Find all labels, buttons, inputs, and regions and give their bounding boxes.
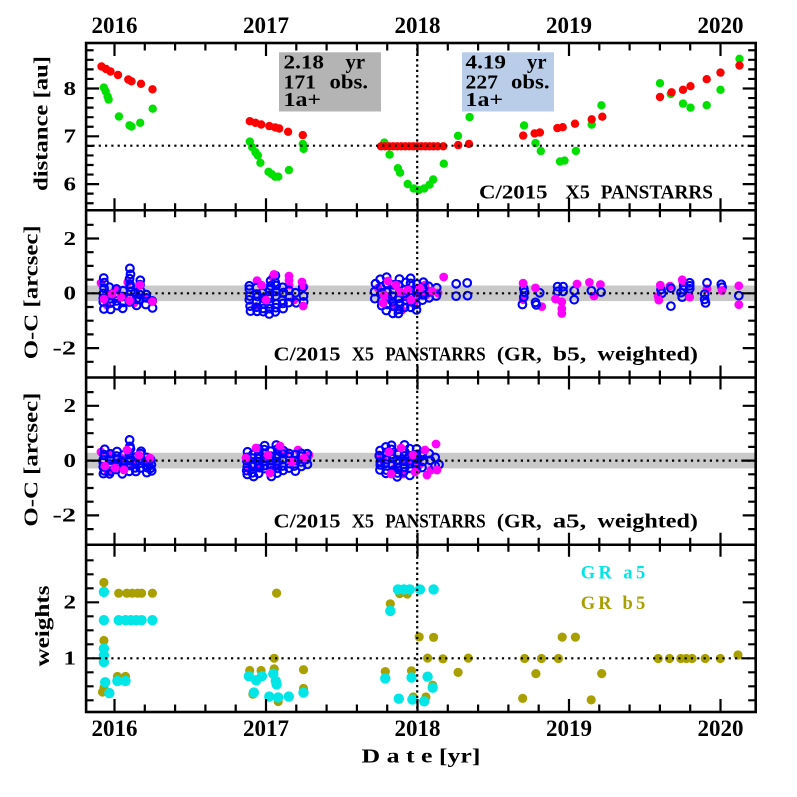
svg-text:O-C [arcsec]: O-C [arcsec]	[21, 393, 43, 527]
svg-text:171: 171	[284, 72, 317, 94]
svg-text:obs.: obs.	[511, 72, 550, 94]
svg-text:weighted): weighted)	[597, 510, 698, 532]
svg-text:X5: X5	[352, 510, 374, 532]
svg-text:X5: X5	[565, 182, 590, 204]
svg-text:2018: 2018	[395, 13, 441, 38]
svg-text:PANSTARRS: PANSTARRS	[385, 510, 486, 532]
svg-text:1a+: 1a+	[466, 89, 504, 111]
svg-text:b5,: b5,	[553, 344, 587, 366]
svg-text:2017: 2017	[243, 716, 289, 741]
svg-text:a5,: a5,	[553, 510, 587, 532]
svg-text:2016: 2016	[92, 13, 138, 38]
svg-text:2016: 2016	[92, 716, 138, 741]
svg-text:C/2015: C/2015	[274, 344, 341, 366]
svg-text:7: 7	[64, 126, 77, 148]
svg-text:8: 8	[64, 78, 77, 100]
svg-text:PANSTARRS: PANSTARRS	[385, 344, 486, 366]
svg-text:1a+: 1a+	[284, 89, 322, 111]
svg-text:(GR,: (GR,	[497, 344, 542, 366]
svg-text:2017: 2017	[243, 13, 289, 38]
svg-text:1: 1	[64, 648, 77, 670]
svg-text:2: 2	[64, 395, 77, 417]
svg-text:2018: 2018	[395, 716, 441, 741]
svg-text:X5: X5	[352, 344, 374, 366]
svg-text:D a t e [yr]: D a t e [yr]	[362, 746, 481, 768]
svg-text:O-C [arcsec]: O-C [arcsec]	[21, 225, 43, 359]
svg-text:2.18: 2.18	[284, 52, 325, 74]
svg-text:C/2015: C/2015	[274, 510, 341, 532]
svg-text:weights: weights	[32, 585, 54, 666]
svg-text:2019: 2019	[546, 716, 592, 741]
svg-text:obs.: obs.	[330, 72, 369, 94]
svg-text:C/2015: C/2015	[479, 182, 548, 204]
svg-text:weighted): weighted)	[597, 344, 698, 366]
svg-text:-2: -2	[53, 505, 77, 527]
svg-text:6: 6	[64, 173, 77, 195]
svg-text:yr: yr	[527, 52, 547, 74]
svg-text:227: 227	[466, 72, 499, 94]
svg-text:2: 2	[64, 228, 77, 250]
svg-text:2: 2	[64, 592, 77, 614]
svg-text:-2: -2	[53, 337, 77, 359]
svg-text:(GR,: (GR,	[497, 510, 542, 532]
svg-text:0: 0	[64, 450, 77, 472]
svg-text:2020: 2020	[698, 13, 744, 38]
svg-text:2020: 2020	[698, 716, 744, 741]
svg-text:PANSTARRS: PANSTARRS	[601, 182, 713, 204]
svg-text:yr: yr	[346, 52, 366, 74]
svg-text:0: 0	[64, 283, 77, 305]
svg-text:distance [au]: distance [au]	[31, 56, 53, 191]
svg-text:4.19: 4.19	[466, 52, 507, 74]
svg-text:2019: 2019	[546, 13, 592, 38]
